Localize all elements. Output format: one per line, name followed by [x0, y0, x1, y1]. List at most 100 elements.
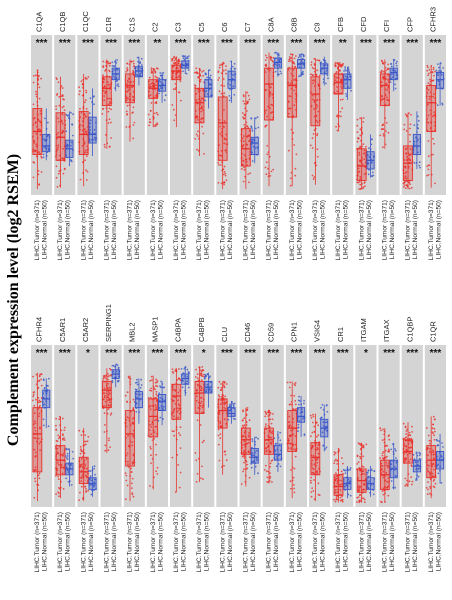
- normal-point: [298, 75, 300, 78]
- tumor-point: [156, 394, 159, 397]
- normal-point: [349, 467, 352, 469]
- tumor-point: [81, 145, 84, 147]
- tumor-point: [312, 133, 315, 135]
- tumor-point: [85, 179, 88, 181]
- normal-point: [372, 174, 375, 177]
- tumor-point: [219, 389, 222, 391]
- tumor-point: [81, 161, 84, 164]
- normal-point: [345, 93, 347, 95]
- panel-itgam: ITGAM * LIHC.Tumor (n=371) LIHC.Normal (n=5…: [355, 318, 377, 572]
- tumor-point: [201, 89, 204, 91]
- tumor-point: [84, 115, 87, 118]
- tumor-point: [80, 448, 82, 451]
- tumor-point: [313, 176, 316, 179]
- tumor-point: [264, 59, 267, 61]
- normal-point: [159, 74, 162, 77]
- tumor-point: [425, 427, 428, 429]
- tumor-point: [241, 419, 244, 421]
- tumor-point: [433, 111, 435, 114]
- tumor-box: [240, 128, 251, 167]
- tumor-point: [220, 383, 223, 385]
- tumor-point: [55, 105, 57, 108]
- tumor-point: [382, 76, 384, 79]
- tumor-point: [288, 403, 291, 406]
- tumor-point: [31, 399, 34, 402]
- tumor-point: [153, 125, 156, 127]
- tumor-point: [126, 113, 128, 115]
- tumor-point: [58, 492, 60, 495]
- tumor-point: [108, 107, 111, 110]
- tumor-point: [409, 140, 411, 143]
- tumor-point: [379, 427, 382, 430]
- tumor-point: [336, 463, 339, 465]
- panel-background: [332, 35, 354, 195]
- gene-label: C1S: [127, 17, 136, 32]
- tumor-point: [177, 464, 180, 466]
- tumor-point: [359, 455, 361, 458]
- normal-point: [71, 450, 74, 453]
- tumor-point: [381, 59, 383, 62]
- tumor-point: [109, 367, 111, 370]
- normal-point: [440, 70, 443, 73]
- tumor-point: [194, 452, 197, 454]
- normal-point: [139, 61, 142, 64]
- panel-c1qbp: C1QBP *** LIHC.Tumor (n=371) LIHC.Normal (n…: [401, 317, 423, 572]
- tumor-point: [127, 375, 130, 378]
- tumor-point: [333, 460, 336, 462]
- tumor-point: [243, 468, 245, 471]
- tumor-point: [411, 483, 413, 486]
- tumor-point: [409, 159, 411, 161]
- tumor-point: [434, 182, 436, 185]
- normal-point: [389, 81, 392, 83]
- tumor-point: [40, 384, 43, 387]
- tumor-point: [130, 61, 133, 63]
- normal-point: [257, 437, 259, 440]
- normal-group-label: LIHC.Normal (n=50): [227, 200, 234, 259]
- tumor-point: [224, 453, 227, 456]
- tumor-point: [427, 114, 430, 117]
- tumor-point: [267, 167, 269, 170]
- tumor-point: [179, 434, 182, 436]
- tumor-point: [242, 160, 245, 163]
- normal-point: [254, 147, 257, 149]
- normal-group-label: LIHC.Normal (n=50): [296, 512, 303, 571]
- tumor-point: [149, 446, 152, 448]
- significance-stars: ***: [175, 38, 187, 49]
- panel-cfhr3: CFHR3 *** LIHC.Tumor (n=371) LIHC.Normal (n…: [424, 7, 446, 260]
- tumor-point: [427, 74, 429, 77]
- tumor-point: [317, 110, 320, 113]
- normal-group-label: LIHC.Normal (n=50): [42, 200, 49, 259]
- tumor-point: [220, 92, 223, 95]
- tumor-point: [427, 121, 430, 124]
- tumor-point: [380, 429, 382, 432]
- normal-point: [139, 72, 142, 75]
- tumor-point: [57, 478, 60, 480]
- tumor-point: [225, 72, 227, 75]
- normal-point: [437, 472, 440, 475]
- gene-label: C1QA: [35, 12, 44, 32]
- tumor-point: [289, 95, 292, 98]
- tumor-point: [288, 149, 290, 152]
- significance-stars: ***: [383, 348, 395, 359]
- normal-point: [70, 144, 72, 147]
- normal-point: [92, 138, 95, 141]
- tumor-point: [339, 496, 342, 499]
- tumor-point: [404, 180, 406, 183]
- tumor-point: [359, 183, 362, 186]
- tumor-point: [150, 375, 153, 378]
- tumor-point: [132, 111, 134, 114]
- tumor-point: [150, 71, 153, 74]
- tumor-point: [33, 404, 36, 407]
- tumor-point: [404, 426, 407, 429]
- tumor-point: [125, 110, 128, 113]
- tumor-point: [265, 161, 268, 164]
- tumor-point: [84, 434, 86, 436]
- tumor-point: [315, 119, 318, 122]
- tumor-point: [85, 491, 87, 493]
- significance-stars: ***: [430, 38, 442, 49]
- tumor-point: [38, 477, 41, 480]
- normal-group-label: LIHC.Normal (n=50): [435, 512, 442, 571]
- tumor-point: [289, 480, 292, 483]
- tumor-point: [57, 121, 60, 123]
- tumor-point: [312, 82, 314, 85]
